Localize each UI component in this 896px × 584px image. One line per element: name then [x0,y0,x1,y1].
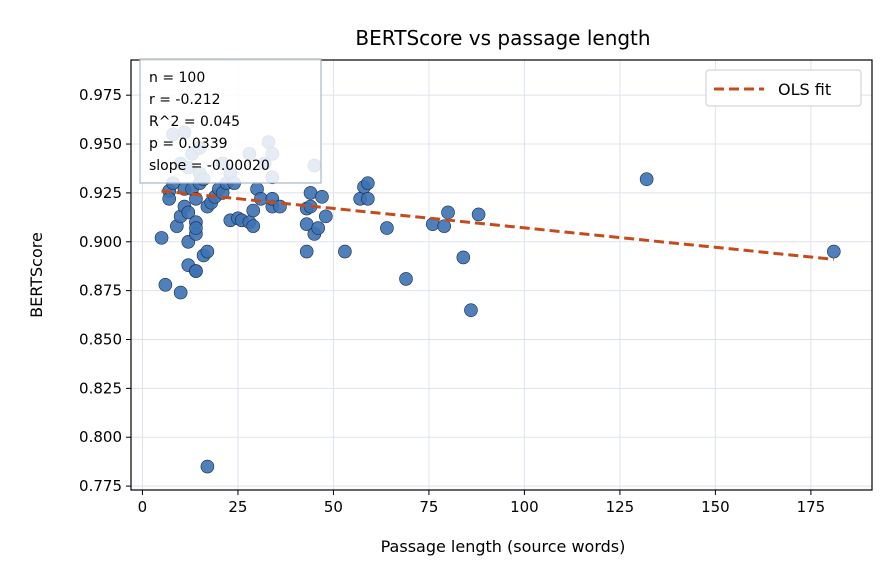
data-point [399,272,413,286]
data-point [154,231,169,245]
x-tick-label: 50 [324,498,343,516]
stats-line-slope: slope = -0.00020 [149,158,270,174]
x-tick-label: 100 [510,498,539,516]
data-point [200,244,215,259]
axes-frame [130,59,873,491]
y-tick-label: 0.975 [79,86,122,104]
x-tick-label: 0 [138,498,148,516]
y-tick-label: 0.925 [79,184,122,202]
data-point [456,250,471,265]
y-tick-label: 0.875 [79,282,122,300]
data-point [246,219,261,233]
x-tick-label: 125 [606,498,635,516]
y-tick-label: 0.800 [79,428,122,446]
data-point [303,186,318,200]
data-point [181,205,196,220]
y-tick-label: 0.950 [79,135,122,153]
legend: OLS fit [705,69,862,107]
data-point [464,303,478,317]
y-ticks: 0.775 0.800 0.825 0.850 0.875 0.900 0.925 0.950… [79,86,131,495]
data-point [315,190,329,204]
legend-frame [705,69,862,107]
data-point [189,221,203,235]
x-tick-label: 25 [228,498,247,516]
data-point [246,203,261,218]
data-point [254,191,268,206]
y-tick-label: 0.775 [79,477,122,495]
stats-box-frame [139,58,322,184]
x-tick-label: 150 [701,498,730,516]
data-point [158,277,173,292]
stats-line-r2: R^2 = 0.045 [149,114,240,130]
data-point [338,244,352,259]
y-tick-label: 0.825 [79,379,122,397]
ols-fit-line [161,189,834,261]
data-point [189,264,203,278]
data-point [827,244,841,259]
stats-line-n: n = 100 [149,70,205,86]
stats-line-r: r = -0.212 [149,92,221,108]
data-point [318,209,333,224]
data-point [639,172,654,187]
y-axis-label: BERTScore [27,232,46,318]
x-tick-label: 75 [419,498,438,516]
y-tick-label: 0.900 [79,233,122,251]
data-point [200,459,215,474]
x-ticks: 0 25 50 75 100 125 150 175 [138,490,826,516]
x-tick-label: 175 [797,498,826,516]
stats-line-p: p = 0.0339 [149,136,228,152]
stats-annotation: n = 100 r = -0.212 R^2 = 0.045 p = 0.033… [139,58,322,184]
data-point [437,219,452,233]
x-axis-label: Passage length (source words) [381,537,626,556]
data-point [361,176,375,190]
data-point [441,205,455,220]
legend-fit-label: OLS fit [778,80,831,99]
data-point [162,191,176,206]
data-point [311,221,325,235]
data-point [299,244,314,259]
fit-line-group [161,189,834,261]
data-point [471,207,486,222]
data-point [173,285,188,300]
grid [131,60,872,490]
chart-title: BERTScore vs passage length [355,26,650,50]
data-point [361,191,375,206]
data-point [380,221,394,235]
y-tick-label: 0.850 [79,331,122,349]
